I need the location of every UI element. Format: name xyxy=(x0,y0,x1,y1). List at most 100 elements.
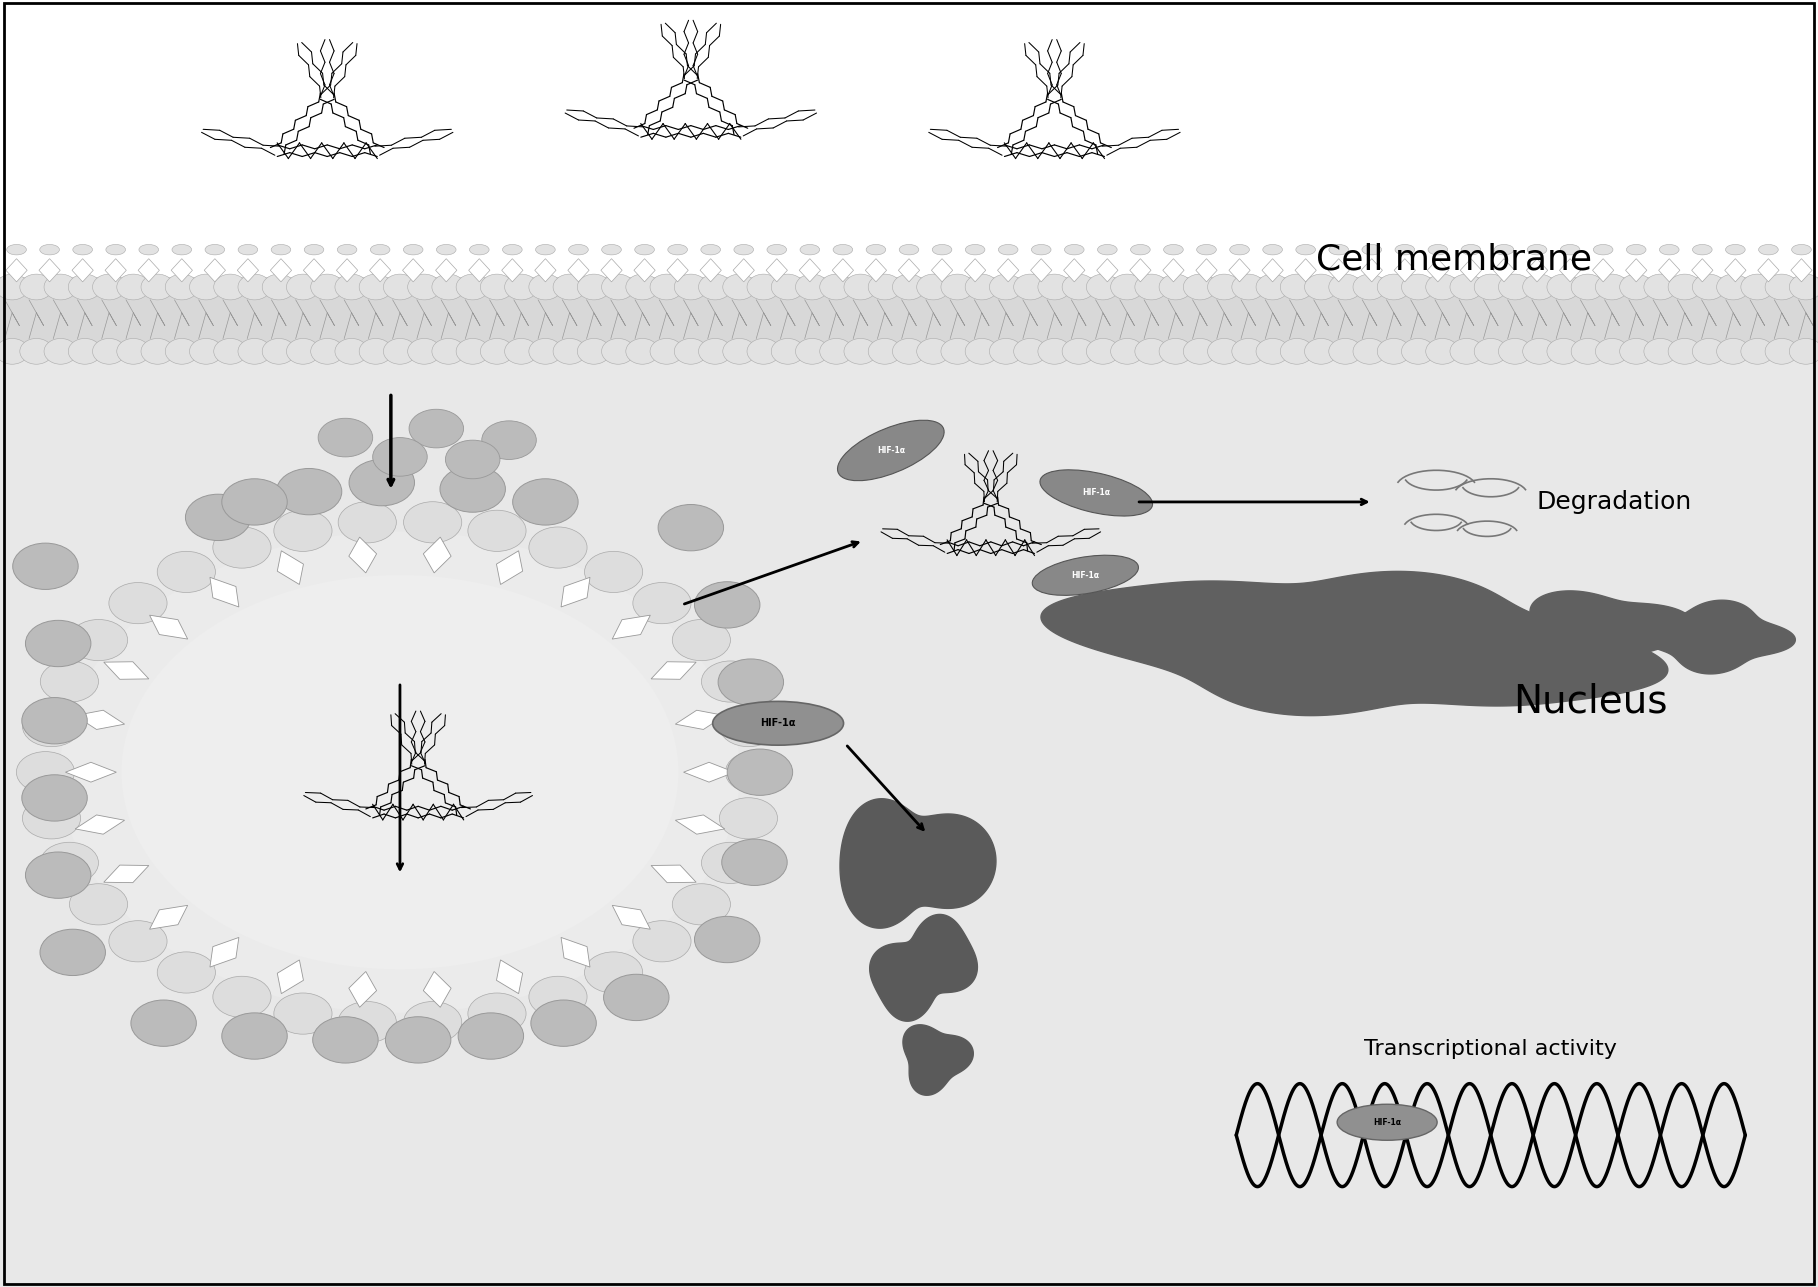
Circle shape xyxy=(22,798,80,839)
Ellipse shape xyxy=(1131,245,1151,255)
Text: HIF-1α: HIF-1α xyxy=(876,447,905,454)
Ellipse shape xyxy=(1425,338,1458,364)
Polygon shape xyxy=(674,710,725,730)
Ellipse shape xyxy=(1596,274,1629,300)
Ellipse shape xyxy=(138,245,158,255)
Ellipse shape xyxy=(1329,338,1362,364)
Polygon shape xyxy=(1427,259,1449,282)
Ellipse shape xyxy=(796,274,829,300)
Ellipse shape xyxy=(844,274,876,300)
Circle shape xyxy=(109,920,167,961)
Ellipse shape xyxy=(844,338,876,364)
Ellipse shape xyxy=(1758,245,1778,255)
Polygon shape xyxy=(238,259,258,282)
Ellipse shape xyxy=(271,245,291,255)
Ellipse shape xyxy=(20,338,53,364)
Polygon shape xyxy=(1362,259,1382,282)
Ellipse shape xyxy=(965,274,998,300)
Ellipse shape xyxy=(1378,338,1411,364)
Polygon shape xyxy=(833,259,853,282)
Ellipse shape xyxy=(69,274,102,300)
Polygon shape xyxy=(1294,259,1316,282)
Ellipse shape xyxy=(698,274,731,300)
Polygon shape xyxy=(1593,259,1614,282)
Polygon shape xyxy=(1791,259,1813,282)
Ellipse shape xyxy=(800,245,820,255)
Ellipse shape xyxy=(456,274,489,300)
Ellipse shape xyxy=(93,274,125,300)
Ellipse shape xyxy=(767,245,787,255)
Ellipse shape xyxy=(142,338,175,364)
Circle shape xyxy=(513,479,578,525)
Circle shape xyxy=(694,916,760,963)
Ellipse shape xyxy=(404,245,424,255)
Polygon shape xyxy=(1527,259,1547,282)
Circle shape xyxy=(725,752,784,793)
Ellipse shape xyxy=(335,274,367,300)
Ellipse shape xyxy=(1451,274,1483,300)
Ellipse shape xyxy=(1264,245,1282,255)
Polygon shape xyxy=(733,259,754,282)
Polygon shape xyxy=(1229,259,1251,282)
Ellipse shape xyxy=(553,338,585,364)
Ellipse shape xyxy=(933,245,953,255)
Polygon shape xyxy=(800,259,820,282)
Circle shape xyxy=(373,438,427,476)
Ellipse shape xyxy=(480,338,513,364)
Ellipse shape xyxy=(335,338,367,364)
Ellipse shape xyxy=(747,274,780,300)
Ellipse shape xyxy=(142,274,175,300)
Ellipse shape xyxy=(651,274,684,300)
Ellipse shape xyxy=(505,274,538,300)
Ellipse shape xyxy=(469,245,489,255)
Ellipse shape xyxy=(1353,338,1385,364)
Polygon shape xyxy=(1625,259,1647,282)
Ellipse shape xyxy=(998,245,1018,255)
Polygon shape xyxy=(75,815,125,834)
Polygon shape xyxy=(567,259,589,282)
Polygon shape xyxy=(75,710,125,730)
Ellipse shape xyxy=(1394,245,1414,255)
Ellipse shape xyxy=(713,701,844,745)
Circle shape xyxy=(409,409,464,448)
Polygon shape xyxy=(634,259,654,282)
Ellipse shape xyxy=(674,338,707,364)
Ellipse shape xyxy=(1693,338,1725,364)
Polygon shape xyxy=(149,615,187,640)
Ellipse shape xyxy=(44,338,76,364)
Ellipse shape xyxy=(407,338,440,364)
Polygon shape xyxy=(869,915,978,1021)
Ellipse shape xyxy=(625,274,658,300)
Circle shape xyxy=(22,698,87,744)
Ellipse shape xyxy=(1305,274,1338,300)
Ellipse shape xyxy=(1033,555,1138,596)
Ellipse shape xyxy=(1593,245,1613,255)
Circle shape xyxy=(718,659,784,705)
Circle shape xyxy=(604,974,669,1021)
Ellipse shape xyxy=(304,245,324,255)
Text: Nucleus: Nucleus xyxy=(1514,682,1667,721)
Ellipse shape xyxy=(7,245,25,255)
Polygon shape xyxy=(5,259,27,282)
Ellipse shape xyxy=(238,338,271,364)
Polygon shape xyxy=(104,865,149,883)
Circle shape xyxy=(702,662,760,703)
Ellipse shape xyxy=(1789,274,1818,300)
Circle shape xyxy=(156,551,215,592)
Polygon shape xyxy=(1129,259,1151,282)
Circle shape xyxy=(467,510,525,551)
Polygon shape xyxy=(502,259,524,282)
Ellipse shape xyxy=(1716,338,1749,364)
Circle shape xyxy=(349,459,415,506)
Circle shape xyxy=(16,752,75,793)
Ellipse shape xyxy=(820,274,853,300)
Ellipse shape xyxy=(602,245,622,255)
Circle shape xyxy=(658,505,724,551)
Ellipse shape xyxy=(215,338,247,364)
Ellipse shape xyxy=(1693,245,1713,255)
Ellipse shape xyxy=(1523,274,1556,300)
Ellipse shape xyxy=(698,338,731,364)
Ellipse shape xyxy=(1765,274,1798,300)
Circle shape xyxy=(720,798,778,839)
Ellipse shape xyxy=(311,274,344,300)
